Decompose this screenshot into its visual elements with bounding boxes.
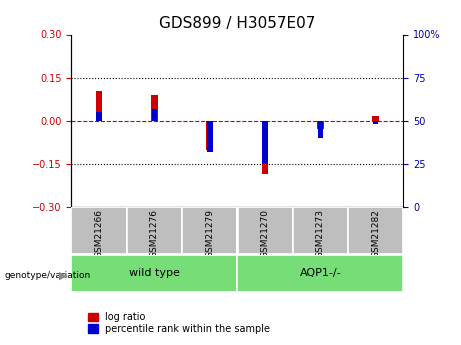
- Bar: [151, 95, 158, 121]
- Bar: [317, 121, 324, 129]
- Bar: [127, 207, 182, 254]
- Bar: [237, 255, 403, 292]
- Text: ▶: ▶: [59, 271, 68, 281]
- Bar: [182, 207, 237, 254]
- Bar: [207, 121, 213, 149]
- Bar: [96, 90, 102, 121]
- Text: GSM21266: GSM21266: [95, 209, 104, 258]
- Bar: [318, 121, 323, 138]
- Text: GSM21279: GSM21279: [205, 209, 214, 258]
- Bar: [71, 207, 127, 254]
- Bar: [293, 207, 348, 254]
- Bar: [262, 121, 268, 164]
- Bar: [71, 255, 237, 292]
- Bar: [237, 207, 293, 254]
- Bar: [373, 121, 378, 124]
- Text: GSM21273: GSM21273: [316, 209, 325, 258]
- Bar: [152, 109, 157, 121]
- Text: AQP1-/-: AQP1-/-: [300, 268, 341, 278]
- Text: GSM21282: GSM21282: [371, 209, 380, 258]
- Text: GSM21270: GSM21270: [260, 209, 270, 258]
- Bar: [96, 112, 102, 121]
- Text: GSM21276: GSM21276: [150, 209, 159, 258]
- Bar: [372, 117, 379, 121]
- Bar: [262, 121, 268, 174]
- Bar: [348, 207, 403, 254]
- Bar: [207, 121, 213, 152]
- Legend: log ratio, percentile rank within the sample: log ratio, percentile rank within the sa…: [88, 312, 270, 334]
- Text: genotype/variation: genotype/variation: [5, 272, 91, 280]
- Text: wild type: wild type: [129, 268, 180, 278]
- Title: GDS899 / H3057E07: GDS899 / H3057E07: [159, 16, 316, 31]
